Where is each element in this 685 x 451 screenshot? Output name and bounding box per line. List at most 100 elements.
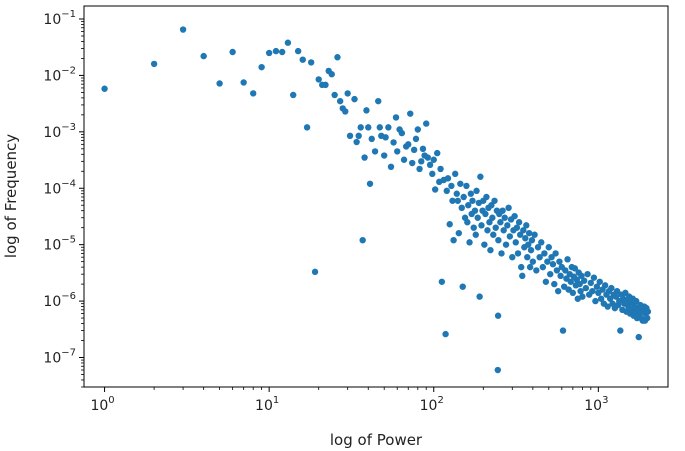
- data-point: [474, 214, 481, 221]
- data-point: [240, 79, 247, 86]
- y-tick-label: 10−6: [43, 291, 76, 310]
- data-point: [385, 124, 392, 131]
- data-point: [567, 278, 574, 285]
- data-point: [409, 159, 416, 167]
- data-point: [278, 48, 286, 56]
- data-point: [501, 214, 508, 221]
- data-point: [477, 173, 484, 180]
- x-tick-label: 102: [420, 395, 444, 414]
- data-point: [516, 231, 524, 238]
- data-point: [315, 76, 322, 83]
- y-axis: 10−7 10−6 10−5 10−4 10−3 10−2 10−1: [43, 9, 84, 388]
- data-point: [515, 219, 523, 226]
- data-point: [498, 250, 505, 257]
- data-point: [492, 224, 499, 231]
- data-point: [179, 26, 187, 33]
- data-point: [589, 287, 596, 295]
- y-tick-label: 10−7: [43, 348, 76, 367]
- data-point: [419, 145, 427, 153]
- data-point: [423, 120, 430, 127]
- y-axis-label: log of Frequency: [2, 134, 20, 258]
- data-point: [452, 170, 459, 178]
- data-point: [551, 280, 558, 288]
- data-point: [342, 108, 349, 115]
- data-point: [483, 193, 490, 201]
- data-point: [444, 175, 452, 182]
- data-point: [545, 244, 552, 251]
- data-point: [466, 239, 473, 246]
- data-point: [272, 47, 280, 55]
- data-point: [525, 241, 532, 248]
- data-point: [355, 132, 362, 140]
- data-point: [506, 233, 514, 240]
- data-point: [376, 124, 383, 131]
- data-point: [449, 197, 456, 204]
- data-point: [307, 59, 315, 66]
- data-point: [453, 190, 460, 197]
- data-point: [523, 222, 530, 229]
- x-tick-label: 100: [90, 395, 114, 414]
- data-point: [587, 279, 595, 287]
- data-point: [520, 227, 527, 234]
- data-point: [578, 272, 585, 280]
- data-point: [571, 265, 579, 272]
- y-tick-label: 10−5: [43, 235, 76, 254]
- data-point: [258, 63, 265, 71]
- data-point: [633, 297, 640, 305]
- data-point: [407, 110, 414, 117]
- data-point: [371, 148, 379, 155]
- data-point: [597, 295, 605, 302]
- data-point: [457, 180, 464, 187]
- data-point: [410, 146, 418, 154]
- data-point: [450, 237, 457, 244]
- data-point: [536, 253, 543, 261]
- data-point: [448, 182, 455, 190]
- data-point: [549, 261, 557, 268]
- data-point: [547, 270, 554, 278]
- data-point: [351, 95, 358, 103]
- data-point: [527, 246, 535, 254]
- data-point: [505, 204, 512, 212]
- data-point: [368, 135, 375, 143]
- data-point: [593, 283, 601, 290]
- data-point: [463, 182, 470, 190]
- data-point: [418, 158, 425, 165]
- y-tick-label: 10−2: [43, 65, 76, 84]
- data-point: [365, 124, 372, 131]
- data-point: [511, 212, 518, 220]
- x-axis-label: log of Power: [330, 431, 423, 449]
- data-point: [519, 272, 526, 280]
- data-point: [613, 287, 621, 295]
- data-point: [590, 274, 598, 281]
- data-point: [250, 90, 257, 97]
- data-point: [290, 91, 297, 99]
- data-point: [617, 327, 624, 334]
- plot-background: [84, 6, 668, 387]
- data-point: [346, 132, 354, 140]
- data-point: [601, 282, 609, 289]
- data-point: [454, 197, 461, 204]
- data-point: [564, 256, 571, 263]
- data-point: [509, 253, 516, 261]
- data-point: [357, 124, 364, 131]
- data-point: [398, 129, 406, 137]
- data-point: [562, 267, 569, 274]
- data-point: [390, 139, 397, 146]
- data-point: [469, 197, 476, 204]
- data-point: [500, 227, 507, 234]
- data-point: [548, 253, 555, 261]
- data-point: [328, 71, 335, 78]
- data-point: [538, 239, 545, 246]
- data-point: [478, 222, 485, 229]
- data-point: [294, 47, 302, 55]
- data-point: [542, 278, 550, 285]
- data-point: [387, 163, 395, 170]
- data-point: [644, 308, 652, 315]
- y-tick-label: 10−4: [43, 178, 76, 197]
- data-point: [150, 60, 158, 68]
- data-point: [504, 222, 511, 229]
- data-point: [322, 81, 329, 89]
- data-point: [472, 231, 479, 238]
- data-point: [303, 124, 311, 131]
- data-point: [442, 330, 449, 338]
